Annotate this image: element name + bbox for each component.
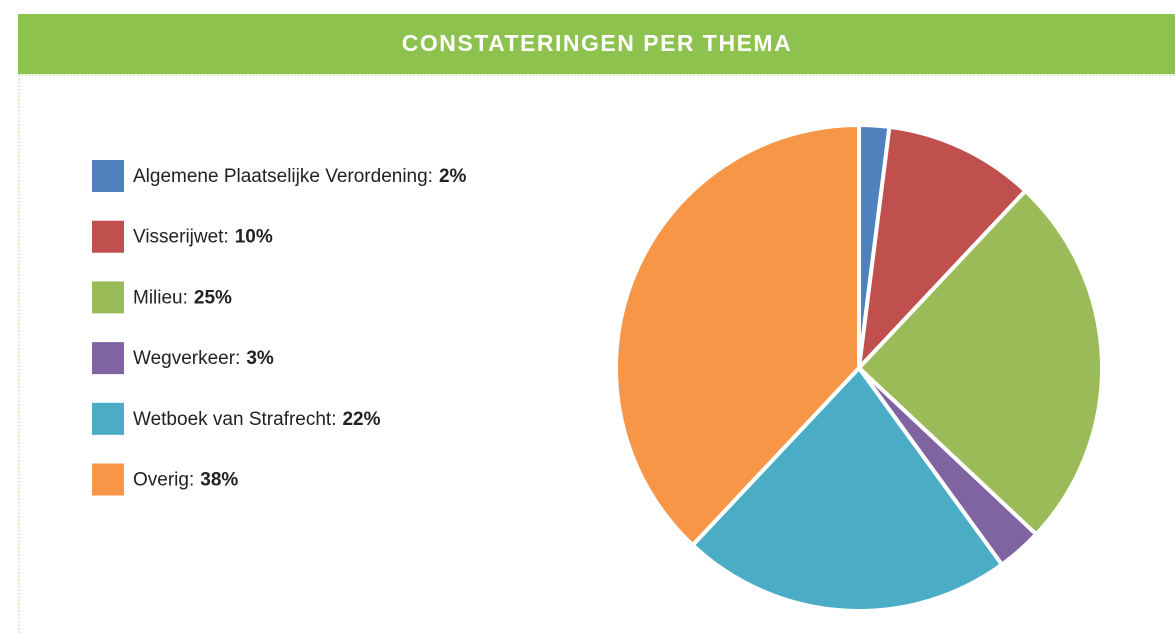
header-bar bbox=[18, 14, 1175, 74]
pie-slice bbox=[614, 123, 861, 548]
legend-swatch bbox=[92, 402, 124, 435]
legend-value: 22% bbox=[342, 409, 380, 430]
legend-swatch bbox=[92, 463, 124, 496]
legend-swatch bbox=[92, 160, 124, 192]
pie-slice bbox=[857, 124, 1028, 370]
legend-swatch bbox=[92, 220, 124, 253]
legend-value: 25% bbox=[194, 287, 232, 308]
legend-category: Milieu: bbox=[133, 287, 188, 308]
pie-slice bbox=[857, 188, 1104, 537]
legend-category: Wetboek van Strafrecht: bbox=[133, 409, 336, 430]
legend-value: 2% bbox=[439, 166, 467, 187]
legend-category: Visserijwet: bbox=[133, 227, 229, 248]
legend-label: Wegverkeer: 3% bbox=[133, 348, 274, 369]
legend-label: Milieu: 25% bbox=[133, 287, 232, 308]
legend-label: Algemene Plaatselijke Verordening: 2% bbox=[133, 166, 467, 187]
legend-category: Algemene Plaatselijke Verordening: bbox=[133, 166, 433, 187]
legend-label: Visserijwet: 10% bbox=[133, 227, 273, 248]
legend-label: Wetboek van Strafrecht: 22% bbox=[133, 409, 381, 430]
chart-title: CONSTATERINGEN PER THEMA bbox=[402, 30, 792, 56]
legend-value: 38% bbox=[200, 470, 238, 491]
legend-value: 10% bbox=[235, 227, 273, 248]
legend-category: Overig: bbox=[133, 470, 194, 491]
legend-swatch bbox=[92, 342, 124, 375]
legend-value: 3% bbox=[246, 348, 274, 369]
legend-category: Wegverkeer: bbox=[133, 348, 240, 369]
legend-label: Overig: 38% bbox=[133, 470, 238, 491]
legend-swatch bbox=[92, 281, 124, 314]
pie-slice bbox=[690, 366, 1004, 613]
